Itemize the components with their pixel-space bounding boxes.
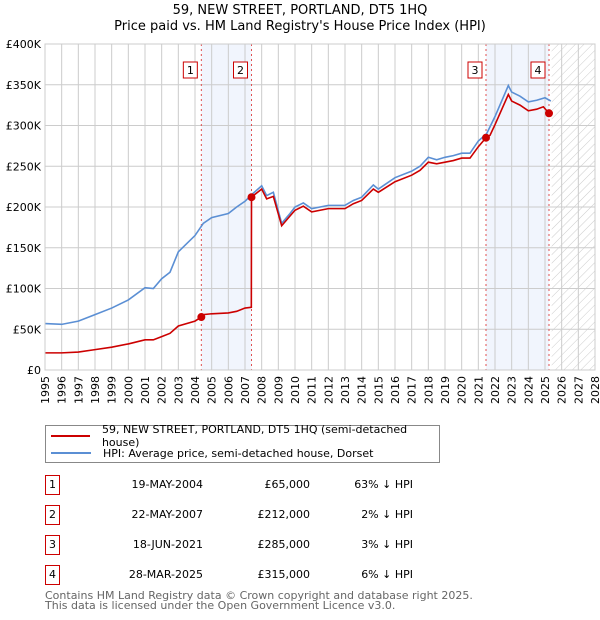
sale-date: 22-MAY-2007 [131,508,203,521]
sale-label-number: 4 [535,64,542,77]
x-tick-label: 2017 [406,376,419,404]
y-tick-label: £250K [6,160,42,173]
x-tick-label: 2002 [156,376,169,404]
legend-label-property: 59, NEW STREET, PORTLAND, DT5 1HQ (semi-… [101,423,408,449]
x-tick-label: 2007 [239,376,252,404]
x-tick-label: 1995 [39,376,52,404]
x-tick-label: 2013 [339,376,352,404]
x-tick-label: 2001 [139,376,152,404]
footer-licence: This data is licensed under the Open Gov… [45,599,396,612]
sale-hpi-diff: 6% ↓ HPI [361,568,413,581]
legend: 59, NEW STREET, PORTLAND, DT5 1HQ (semi-… [45,423,440,463]
sale-date: 18-JUN-2021 [132,538,203,551]
x-tick-label: 2019 [439,376,452,404]
x-tick-label: 2004 [189,376,202,404]
sale-label-box: 4 [530,61,546,79]
sale-number: 3 [45,535,60,555]
sale-price: £212,000 [257,508,311,521]
x-tick-label: 2025 [539,376,552,404]
sale-hpi-diff: 2% ↓ HPI [361,508,413,521]
sale-price: £285,000 [257,538,311,551]
sale-label-box: 2 [233,61,248,79]
x-tick-label: 2016 [389,376,402,404]
sale-label-box: 1 [182,61,198,79]
x-tick-label: 2014 [356,376,369,404]
sale-label-border [233,61,248,79]
footer-copyright: Contains HM Land Registry data © Crown c… [45,589,473,602]
property-price-line [45,92,552,354]
sale-label-number: 1 [187,64,194,77]
x-tick-label: 2015 [372,376,385,404]
sale-label-border [182,61,198,79]
sale-point [247,193,256,202]
x-tick-label: 2020 [456,376,469,404]
sale-point [197,313,206,322]
x-tick-label: 2003 [172,376,185,404]
sale-label-number: 2 [237,64,244,77]
y-tick-label: £400K [6,38,42,51]
chart-subtitle: Price paid vs. HM Land Registry's House … [114,19,486,34]
x-tick-label: 2009 [272,376,285,404]
chart: 1995 1996 1997 1998 1999 2000 2001 2002 2003 2004… [6,38,600,404]
sale-label-box: 3 [467,61,483,79]
x-tick-label: 2018 [422,376,435,404]
x-tick-label: 2012 [322,376,335,404]
sale-label-number: 3 [472,64,479,77]
x-tick-label: 1998 [89,376,102,404]
x-tick-label: 2021 [472,376,485,404]
x-tick-label: 2010 [289,376,302,404]
legend-swatch-hpi [51,452,91,454]
sale-price: £65,000 [264,478,311,491]
x-tick-label: 2011 [306,376,319,404]
x-tick-label: 2026 [556,376,569,404]
x-tick-label: 1999 [106,376,119,404]
sale-label-border [530,61,546,79]
x-tick-label: 1997 [72,376,85,404]
x-tick-label: 2005 [206,376,219,404]
chart-title: 59, NEW STREET, PORTLAND, DT5 1HQ [172,3,428,18]
x-tick-label: 2024 [522,376,535,404]
x-tick-label: 2027 [572,376,585,404]
sale-point [482,133,490,142]
y-tick-label: £50K [13,323,42,336]
y-tick-label: £150K [6,242,42,255]
sale-number: 1 [45,475,60,495]
legend-swatch-property [51,435,90,437]
sale-hpi-diff: 3% ↓ HPI [361,538,413,551]
x-tick-label: 2008 [256,376,269,404]
sale-label-border [467,61,483,79]
sale-number: 4 [45,565,60,585]
y-tick-label: £0 [27,364,41,377]
sale-date: 19-MAY-2004 [131,478,203,491]
x-tick-label: 2000 [122,376,135,404]
x-tick-label: 1996 [56,376,69,404]
x-tick-label: 2022 [489,376,502,404]
y-tick-label: £350K [6,79,42,92]
y-tick-label: £300K [6,120,42,133]
sale-date: 28-MAR-2025 [128,568,203,581]
x-tick-label: 2028 [589,376,600,404]
y-tick-label: £200K [6,201,42,214]
sale-point [545,109,553,118]
legend-label-hpi: HPI: Average price, semi-detached house,… [103,446,374,460]
sale-price: £315,000 [257,568,311,581]
sale-hpi-diff: 63% ↓ HPI [354,478,413,491]
x-tick-label: 2006 [222,376,235,404]
plot-border [44,43,596,371]
sale-number: 2 [45,505,60,525]
y-tick-label: £100K [6,283,42,296]
x-tick-label: 2023 [506,376,519,404]
